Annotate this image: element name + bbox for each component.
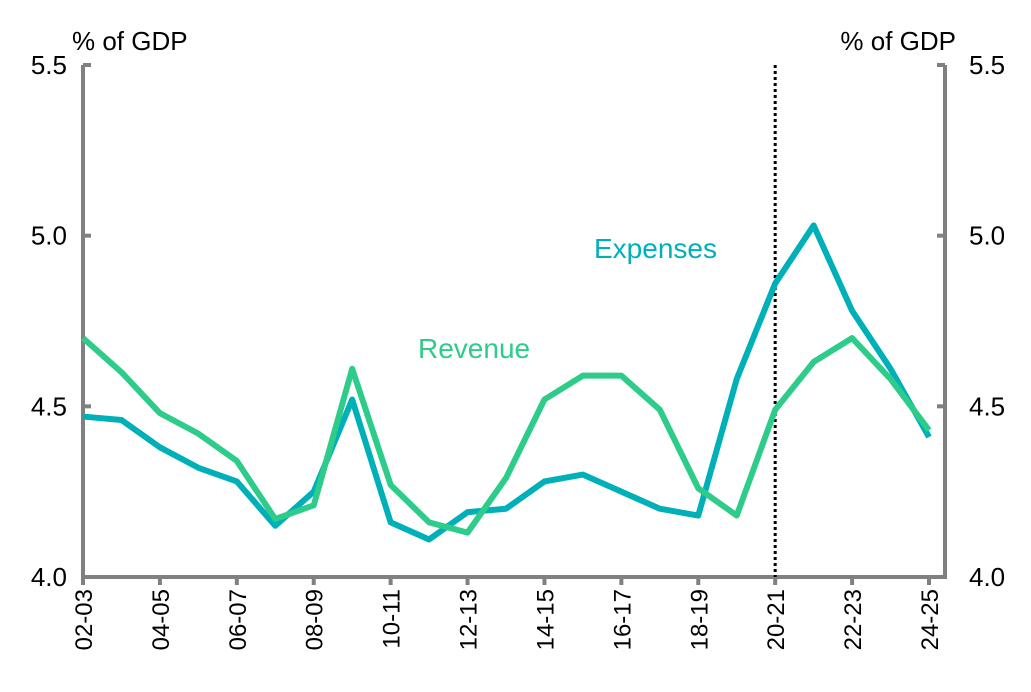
y-axis-label-right: % of GDP [840,26,956,56]
y-tick-label-left: 4.0 [31,562,67,592]
x-tick-label: 18-19 [686,589,713,650]
y-tick-label-right: 4.0 [969,562,1005,592]
x-tick-label: 20-21 [763,589,790,650]
x-tick-label: 22-23 [840,589,867,650]
y-tick-label-left: 5.5 [31,50,67,80]
y-tick-label-right: 5.0 [969,221,1005,251]
x-tick-label: 06-07 [225,589,252,650]
x-tick-label: 10-11 [379,589,406,649]
series-label-revenue: Revenue [418,333,530,364]
x-tick-label: 24-25 [917,589,944,650]
y-tick-label-right: 5.5 [969,50,1005,80]
series-line-expenses [82,222,932,543]
x-tick-label: 04-05 [148,589,175,650]
x-tick-label: 16-17 [609,589,636,650]
x-tick-label: 14-15 [532,589,559,650]
series-label-expenses: Expenses [594,233,717,264]
y-tick-label-right: 4.5 [969,391,1005,421]
x-tick-label: 12-13 [456,589,483,650]
x-tick-label: 02-03 [71,589,98,650]
x-tick-label: 08-09 [302,589,329,650]
y-axis-label-left: % of GDP [72,26,188,56]
series-line-revenue [81,335,932,536]
y-tick-label-left: 5.0 [31,221,67,251]
y-tick-label-left: 4.5 [31,391,67,421]
